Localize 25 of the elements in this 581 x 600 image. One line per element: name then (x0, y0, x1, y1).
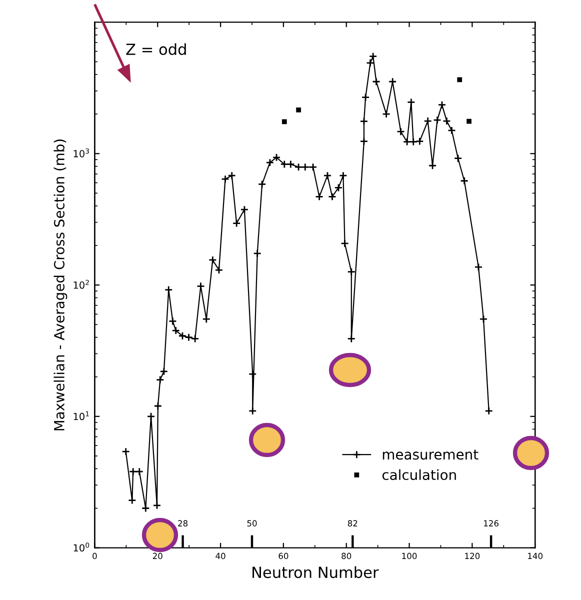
x-tick-label: 120 (465, 552, 480, 560)
x-tick-label: 60 (278, 552, 288, 560)
point (296, 107, 301, 112)
y-tick-label: 10$^{3}$ (74, 148, 89, 158)
x2-tick-label: 126 (484, 520, 498, 526)
x2-tick-label: 28 (178, 520, 188, 526)
x2-tick-label: 82 (348, 520, 358, 526)
x-tick-label: 40 (216, 552, 226, 560)
point (457, 77, 462, 82)
y-tick-label: 10$^{1}$ (74, 411, 89, 420)
legend-label: measurement (382, 450, 478, 460)
annotation: Z = odd (126, 43, 186, 56)
x-tick-label: 20 (152, 552, 162, 560)
x-tick-label: 0 (92, 552, 97, 560)
x-axis-title: Neutron Number (252, 566, 379, 578)
x-tick-label: 140 (528, 552, 542, 560)
y-axis-title: Maxwellian - Averaged Cross Section (mb) (54, 140, 68, 430)
point (282, 119, 287, 124)
y-tick-label: 10$^{0}$ (74, 542, 90, 552)
x-tick-label: 80 (342, 552, 352, 560)
y-tick-label: 10$^{2}$ (74, 280, 89, 289)
point (466, 118, 472, 124)
x-tick-label: 100 (402, 552, 417, 560)
legend-label: calculation (382, 469, 456, 480)
x2-tick-label: 50 (247, 520, 257, 526)
